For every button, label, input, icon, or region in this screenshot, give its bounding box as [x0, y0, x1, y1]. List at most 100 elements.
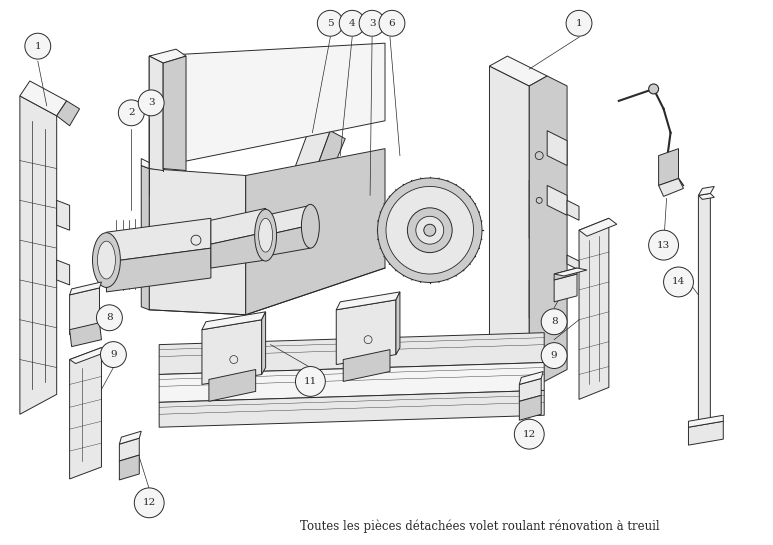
Polygon shape [689, 421, 724, 445]
Circle shape [541, 343, 567, 368]
Text: 12: 12 [523, 429, 536, 439]
Circle shape [138, 90, 164, 116]
Polygon shape [119, 431, 141, 444]
Polygon shape [266, 205, 311, 235]
Circle shape [359, 10, 385, 36]
Text: 11: 11 [304, 377, 317, 386]
Polygon shape [343, 349, 390, 382]
Polygon shape [209, 370, 256, 401]
Polygon shape [70, 288, 100, 335]
Polygon shape [141, 166, 149, 310]
Polygon shape [163, 56, 186, 171]
Circle shape [661, 156, 673, 168]
Polygon shape [70, 348, 107, 364]
Text: 1: 1 [35, 41, 41, 51]
Polygon shape [547, 131, 567, 166]
Text: 2: 2 [128, 108, 135, 117]
Polygon shape [20, 96, 56, 414]
Ellipse shape [93, 233, 121, 287]
Polygon shape [554, 274, 577, 302]
Text: 12: 12 [142, 498, 156, 507]
Text: 13: 13 [657, 241, 670, 250]
Text: 1: 1 [576, 19, 582, 28]
Polygon shape [56, 260, 70, 285]
Ellipse shape [301, 204, 319, 248]
Polygon shape [301, 131, 346, 219]
Polygon shape [70, 323, 101, 347]
Circle shape [339, 10, 365, 36]
Circle shape [566, 10, 592, 36]
Polygon shape [70, 282, 101, 295]
Circle shape [295, 367, 325, 396]
Polygon shape [56, 201, 70, 230]
Polygon shape [689, 415, 724, 427]
Polygon shape [530, 272, 547, 318]
Polygon shape [211, 232, 266, 268]
Polygon shape [261, 312, 266, 374]
Text: 6: 6 [389, 19, 395, 28]
Circle shape [514, 419, 544, 449]
Circle shape [541, 309, 567, 335]
Polygon shape [396, 292, 400, 355]
Polygon shape [567, 255, 579, 270]
Polygon shape [119, 438, 139, 461]
Polygon shape [246, 149, 385, 315]
Circle shape [135, 488, 164, 518]
Ellipse shape [416, 216, 444, 244]
Polygon shape [554, 268, 587, 276]
Polygon shape [530, 173, 547, 238]
Polygon shape [519, 372, 543, 384]
Polygon shape [567, 201, 579, 220]
Circle shape [649, 230, 679, 260]
Polygon shape [698, 193, 714, 199]
Polygon shape [107, 219, 211, 262]
Circle shape [649, 84, 659, 94]
Polygon shape [141, 159, 149, 168]
Ellipse shape [259, 219, 273, 252]
Text: 3: 3 [148, 98, 155, 107]
Polygon shape [202, 312, 266, 330]
Polygon shape [70, 348, 101, 479]
Polygon shape [336, 292, 400, 310]
Text: 3: 3 [369, 19, 376, 28]
Circle shape [318, 10, 343, 36]
Polygon shape [698, 186, 714, 196]
Text: Toutes les pièces détachées volet roulant rénovation à treuil: Toutes les pièces détachées volet roulan… [300, 520, 659, 534]
Ellipse shape [377, 178, 482, 282]
Polygon shape [579, 219, 617, 236]
Ellipse shape [407, 208, 452, 252]
Polygon shape [107, 248, 211, 292]
Polygon shape [119, 455, 139, 480]
Polygon shape [489, 66, 530, 389]
Polygon shape [281, 126, 330, 213]
Polygon shape [547, 185, 567, 215]
Polygon shape [20, 81, 66, 116]
Polygon shape [698, 193, 710, 429]
Polygon shape [489, 56, 547, 86]
Circle shape [379, 10, 405, 36]
Polygon shape [211, 208, 266, 244]
Polygon shape [336, 300, 396, 365]
Polygon shape [149, 56, 163, 171]
Polygon shape [519, 395, 541, 420]
Polygon shape [530, 76, 567, 389]
Polygon shape [519, 378, 541, 401]
Polygon shape [202, 320, 261, 384]
Polygon shape [149, 49, 186, 63]
Circle shape [118, 100, 145, 126]
Circle shape [100, 342, 126, 367]
Text: 9: 9 [551, 351, 557, 360]
Polygon shape [149, 168, 246, 315]
Text: 4: 4 [349, 19, 356, 28]
Ellipse shape [424, 224, 436, 236]
Polygon shape [266, 225, 311, 256]
Polygon shape [149, 43, 385, 168]
Circle shape [25, 33, 51, 59]
Ellipse shape [97, 241, 115, 279]
Polygon shape [159, 362, 544, 402]
Polygon shape [56, 101, 80, 126]
Circle shape [97, 305, 122, 331]
Ellipse shape [386, 186, 474, 274]
Text: 9: 9 [110, 350, 117, 359]
Polygon shape [579, 219, 609, 399]
